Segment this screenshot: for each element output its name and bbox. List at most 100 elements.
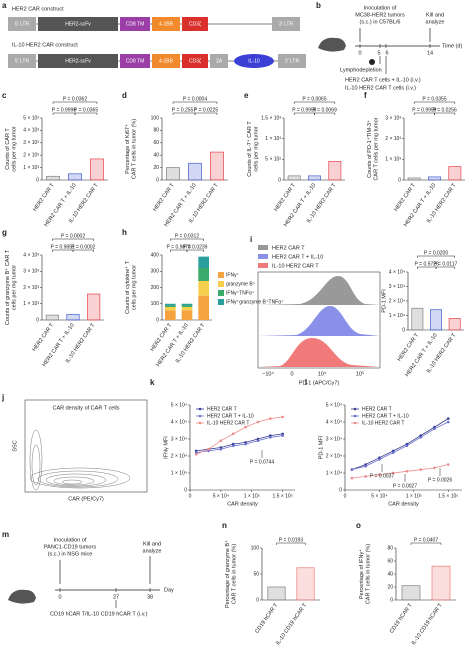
y-axis-label: Percentage of Ki67⁺ bbox=[124, 124, 131, 174]
significance-bracket bbox=[413, 101, 456, 104]
significance-bracket bbox=[435, 266, 455, 269]
legend-swatch bbox=[218, 272, 224, 278]
panel-letter: f bbox=[364, 91, 367, 100]
significance-bracket bbox=[293, 101, 336, 104]
legend-label: IFNγ⁺ bbox=[226, 272, 240, 278]
y-axis-label: Percentage of granzyme B⁺ bbox=[224, 540, 231, 608]
point bbox=[391, 471, 395, 475]
bar bbox=[296, 567, 315, 601]
note: (s.c.) in NSG mice bbox=[48, 551, 93, 557]
y-tick-label: 0 bbox=[402, 327, 405, 333]
y-tick-label: 2 × 10⁴ bbox=[389, 298, 405, 304]
p-value: P = 0.0312 bbox=[175, 233, 199, 239]
y-tick-label: 5 × 10² bbox=[265, 157, 281, 163]
legend-label: HER2 CAR T + IL-10 bbox=[207, 413, 254, 419]
panel-m: m Inoculation of PANC1-CD19 tumors (s.c.… bbox=[2, 530, 174, 617]
point bbox=[350, 476, 354, 480]
note: CD19 hCAR T/IL-10 CD19 hCAR T (i.v.) bbox=[50, 611, 148, 617]
series-line bbox=[196, 416, 283, 455]
point bbox=[405, 470, 409, 473]
y-axis-label: cells per mg tumor bbox=[11, 265, 17, 310]
segment: 2A bbox=[216, 58, 223, 64]
y-tick-label: 0 bbox=[339, 487, 342, 493]
x-axis-label: CAR density bbox=[388, 501, 419, 507]
panel-letter: i bbox=[250, 235, 252, 244]
point bbox=[268, 436, 272, 439]
legend-swatch bbox=[218, 299, 224, 305]
y-axis-label: Counts of IL-7⁺ CAR T bbox=[246, 121, 253, 177]
point bbox=[350, 468, 354, 471]
p-value: P = 0.9996 bbox=[292, 107, 316, 113]
significance-bracket bbox=[186, 249, 204, 252]
x-tick-label: 10⁵ bbox=[356, 370, 364, 377]
point bbox=[256, 420, 260, 424]
day: 5 bbox=[377, 50, 380, 56]
y-tick-label: 3 × 10³ bbox=[23, 269, 39, 275]
point bbox=[378, 473, 381, 477]
bar bbox=[87, 293, 101, 321]
bar bbox=[267, 586, 286, 601]
significance-bracket bbox=[52, 101, 98, 104]
x-tick-label: 10⁴ bbox=[318, 370, 327, 377]
legend-label: IL-10 HER2 CAR T bbox=[207, 420, 249, 426]
y-tick-label: 0 bbox=[390, 597, 393, 603]
x-tick-label: 0 bbox=[290, 371, 293, 377]
y-tick-label: 100 bbox=[251, 545, 260, 551]
y-tick-label: 80 bbox=[387, 545, 393, 551]
panel-letter: a bbox=[2, 1, 7, 10]
axis-label: PD-1 (APC/Cy7) bbox=[299, 380, 340, 386]
legend-swatch bbox=[353, 407, 357, 411]
significance-bracket bbox=[417, 255, 455, 258]
x-tick-label: CD19 hCAR T bbox=[254, 602, 279, 635]
y-axis-label: CAR T cells in tumor (%) bbox=[231, 544, 237, 604]
p-value: P = 0.0365 bbox=[74, 107, 98, 113]
p-value: P = 0.0362 bbox=[63, 96, 87, 102]
segment: CD3ζ bbox=[189, 58, 202, 64]
p-value: P = 0.0355 bbox=[422, 96, 446, 102]
point bbox=[433, 427, 436, 431]
y-axis-label: Counts of PD-1⁺TIM-3⁺ bbox=[366, 120, 373, 178]
panel-letter: o bbox=[356, 521, 361, 530]
mouse-icon bbox=[8, 589, 36, 604]
y-tick-label: 50 bbox=[253, 571, 259, 577]
y-tick-label: 20 bbox=[387, 584, 393, 590]
bar-segment bbox=[165, 310, 176, 320]
series-line bbox=[351, 418, 449, 470]
y-axis-label: IFNγ MFI bbox=[163, 436, 169, 459]
x-tick-label: −10⁴ bbox=[262, 370, 274, 377]
x-tick-label: IL-10 CD19 hCAR T bbox=[275, 602, 308, 646]
bar bbox=[188, 162, 202, 181]
y-axis-label: PD-1 MFI bbox=[318, 435, 324, 459]
y-axis-label: Counts of cytokine⁺ T bbox=[124, 260, 131, 314]
legend-swatch bbox=[198, 407, 202, 411]
bar bbox=[90, 158, 104, 181]
panel-letter: d bbox=[122, 91, 127, 100]
legend-swatch bbox=[353, 414, 357, 418]
panel-letter: k bbox=[150, 378, 155, 387]
p-value: P = 0.0037 bbox=[370, 473, 394, 479]
y-axis-label: cells per mg tumor bbox=[131, 265, 137, 310]
y-tick-label: 100 bbox=[151, 115, 160, 121]
y-axis-label: Counts of CAR T bbox=[5, 128, 11, 170]
point bbox=[194, 453, 198, 456]
bar bbox=[68, 173, 82, 181]
y-axis-label: PD-1 MFI bbox=[381, 289, 387, 313]
series-line bbox=[351, 464, 449, 479]
y-tick-label: 0 bbox=[184, 487, 187, 493]
significance-bracket bbox=[74, 112, 98, 115]
p-value: P = 0.0065 bbox=[302, 96, 326, 102]
y-tick-label: 1 × 10⁴ bbox=[326, 470, 342, 476]
y-tick-label: 1 × 10³ bbox=[265, 136, 281, 142]
panel-a: a HER2 CAR construct 5′ LTR HER2-scFv CD… bbox=[2, 1, 306, 68]
p-value: P = 0.0117 bbox=[433, 261, 457, 267]
point bbox=[378, 458, 381, 461]
point bbox=[281, 434, 284, 437]
p-value: P = 0.0002 bbox=[61, 233, 85, 239]
point bbox=[231, 444, 235, 448]
note: IL-10 HER2 CAR T cells (i.v.) bbox=[345, 85, 416, 91]
point bbox=[244, 425, 247, 429]
bar bbox=[328, 161, 342, 181]
segment: 4-1BB bbox=[159, 58, 174, 64]
legend-swatch bbox=[218, 290, 224, 296]
y-tick-label: 1 × 10³ bbox=[23, 301, 39, 307]
